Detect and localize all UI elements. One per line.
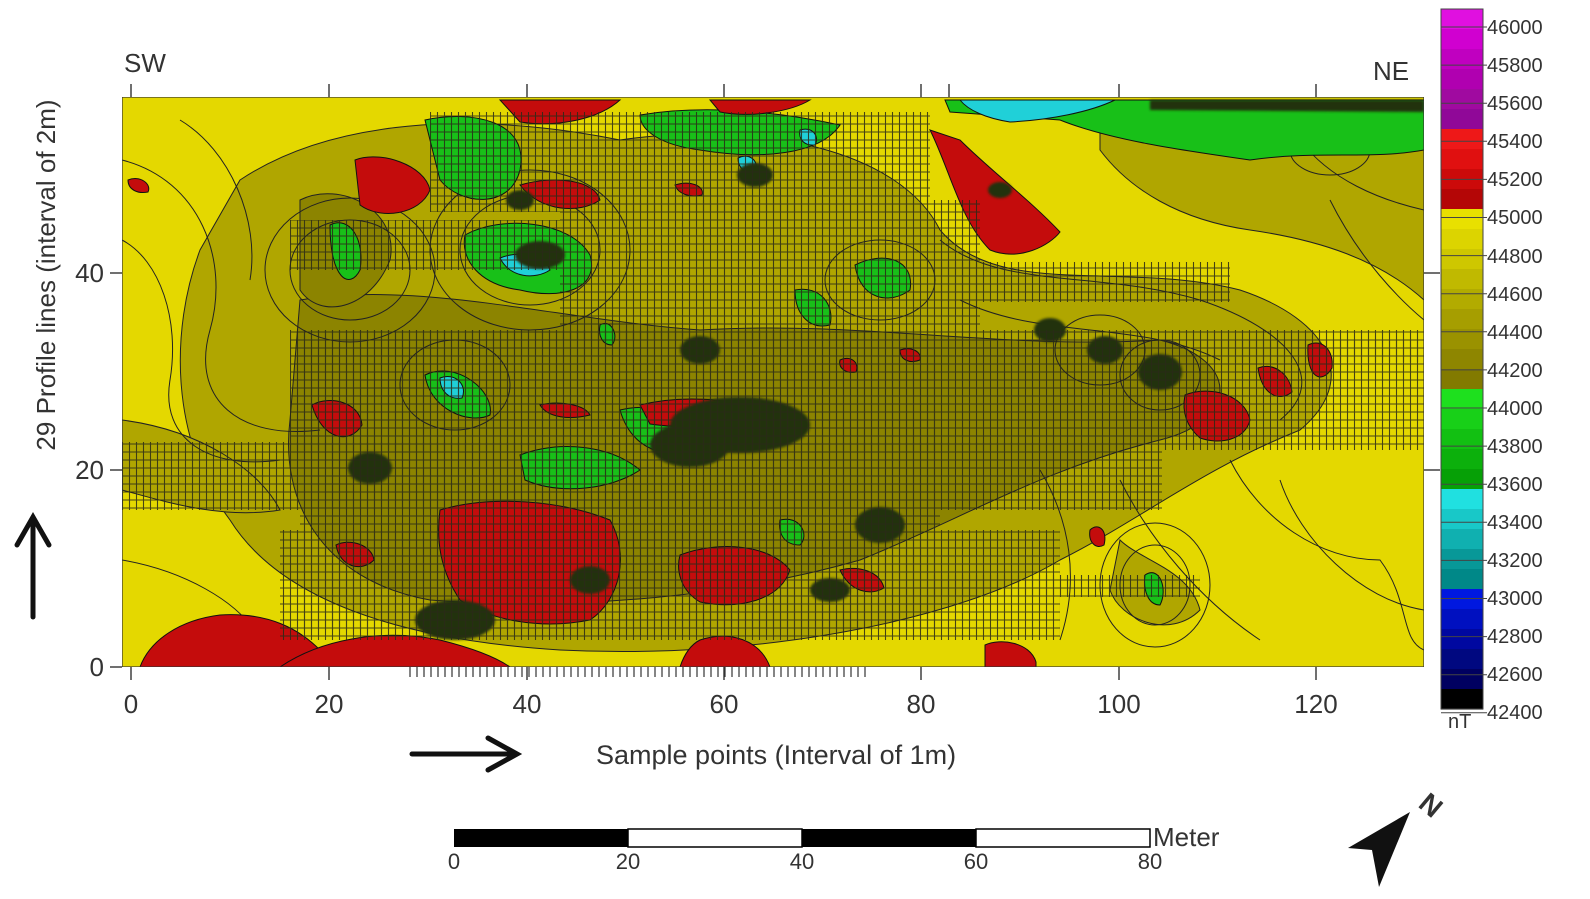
legend-band — [1441, 669, 1483, 690]
x-tick-label: 0 — [124, 689, 138, 719]
y-axis-title: 29 Profile lines (interval of 2m) — [31, 99, 61, 450]
north-arrow-icon: N — [1348, 787, 1449, 887]
legend-label: 43200 — [1487, 550, 1543, 572]
legend-band — [1441, 429, 1483, 450]
sample-point-grid — [122, 112, 1424, 640]
legend-band — [1441, 609, 1483, 630]
scale-tick-label: 60 — [964, 849, 988, 874]
legend-band — [1441, 389, 1483, 410]
scale-tick-label: 80 — [1138, 849, 1162, 874]
legend-band — [1441, 269, 1483, 290]
legend-color-bands — [1441, 9, 1483, 710]
legend-band — [1441, 9, 1483, 30]
x-tick-label: 120 — [1294, 689, 1337, 719]
legend-labels: 46000 45800 45600 45400 45200 45000 4480… — [1487, 17, 1543, 724]
legend-label: 45200 — [1487, 169, 1543, 191]
legend-label: 42600 — [1487, 664, 1543, 686]
scale-tick-label: 40 — [790, 849, 814, 874]
legend-band — [1441, 469, 1483, 490]
legend-band — [1441, 289, 1483, 310]
scale-unit-label: Meter — [1153, 822, 1220, 852]
legend-band — [1441, 149, 1483, 170]
y-axis-tick-labels: 0 20 40 — [75, 258, 104, 682]
legend-band — [1441, 369, 1483, 390]
legend-label: 42800 — [1487, 626, 1543, 648]
x-axis-title: Sample points (Interval of 1m) — [596, 740, 956, 770]
legend-band — [1441, 309, 1483, 330]
legend-band — [1441, 489, 1483, 510]
legend-band — [1441, 689, 1483, 710]
sample-rug-ticks — [409, 667, 866, 677]
legend-label: 43600 — [1487, 474, 1543, 496]
x-axis-tick-labels: 0 20 40 60 80 100 120 — [124, 689, 1338, 719]
y-direction-arrow — [14, 511, 52, 620]
legend-label: 45800 — [1487, 55, 1543, 77]
legend-band — [1441, 69, 1483, 90]
color-scale-legend: 46000 45800 45600 45400 45200 45000 4480… — [1440, 8, 1543, 733]
legend-band — [1441, 209, 1483, 230]
legend-band — [1441, 589, 1483, 610]
legend-band — [1441, 569, 1483, 590]
legend-label: 43000 — [1487, 588, 1543, 610]
legend-label: 44400 — [1487, 322, 1543, 344]
x-tick-label: 100 — [1097, 689, 1140, 719]
legend-band — [1441, 229, 1483, 250]
legend-band — [1441, 129, 1483, 150]
legend-band — [1441, 409, 1483, 430]
legend-band — [1441, 629, 1483, 650]
y-tick-label: 40 — [75, 258, 104, 288]
legend-label: 44800 — [1487, 246, 1543, 268]
legend-band — [1441, 449, 1483, 470]
legend-label: 46000 — [1487, 17, 1543, 39]
y-tick-label: 0 — [90, 652, 104, 682]
legend-label: 45400 — [1487, 131, 1543, 153]
legend-label: 44200 — [1487, 360, 1543, 382]
x-tick-label: 40 — [513, 689, 542, 719]
legend-band — [1441, 89, 1483, 110]
legend-label: 44000 — [1487, 398, 1543, 420]
x-tick-label: 60 — [710, 689, 739, 719]
scale-tick-label: 20 — [616, 849, 640, 874]
contour-plot-area — [122, 97, 1424, 667]
legend-unit-label: nT — [1448, 711, 1471, 733]
legend-band — [1441, 29, 1483, 50]
legend-band — [1441, 549, 1483, 570]
legend-label: 45600 — [1487, 93, 1543, 115]
legend-band — [1441, 329, 1483, 350]
scale-tick-label: 0 — [448, 849, 460, 874]
legend-band — [1441, 189, 1483, 210]
legend-band — [1441, 649, 1483, 670]
legend-label: 44600 — [1487, 284, 1543, 306]
y-tick-label: 20 — [75, 455, 104, 485]
legend-band — [1441, 349, 1483, 370]
direction-label-sw: SW — [124, 48, 166, 78]
x-direction-arrow — [409, 735, 523, 773]
legend-band — [1441, 49, 1483, 70]
legend-band — [1441, 249, 1483, 270]
legend-label: 45000 — [1487, 207, 1543, 229]
x-tick-label: 20 — [315, 689, 344, 719]
legend-label: 43800 — [1487, 436, 1543, 458]
legend-tick-marks — [1441, 26, 1487, 714]
legend-label: 42400 — [1487, 702, 1543, 724]
legend-band — [1441, 109, 1483, 130]
legend-band — [1441, 509, 1483, 530]
legend-label: 43400 — [1487, 512, 1543, 534]
x-tick-label: 80 — [907, 689, 936, 719]
direction-label-ne: NE — [1373, 56, 1409, 86]
scale-bar: 0 20 40 60 80 Meter — [448, 822, 1220, 874]
north-arrow-label: N — [1413, 787, 1448, 824]
legend-band — [1441, 529, 1483, 550]
axis-tick-marks — [110, 84, 1440, 680]
